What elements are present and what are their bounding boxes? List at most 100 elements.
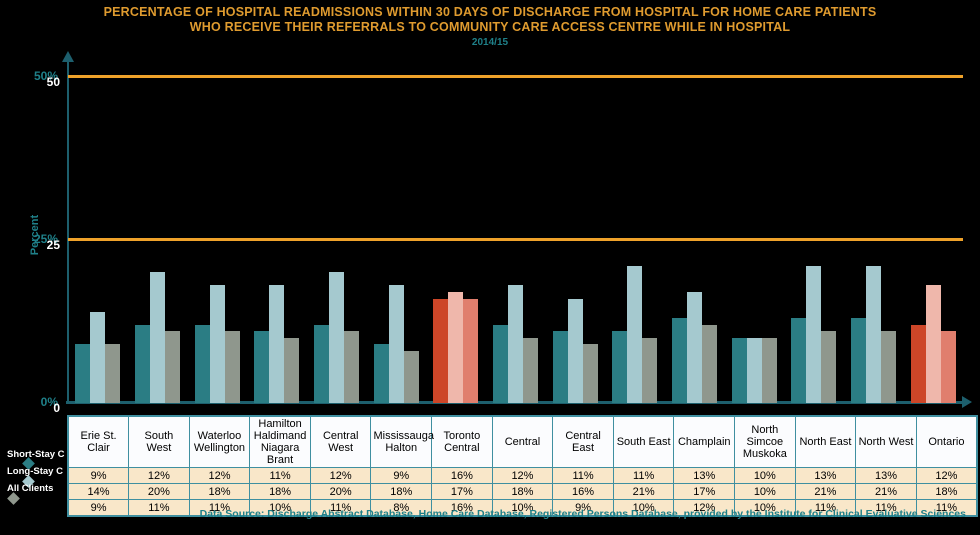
table-value-cell: 9%	[552, 499, 614, 517]
y-tick-percent-label: 25%	[33, 231, 58, 246]
bar-central-s0	[493, 324, 508, 403]
data-source-note: Data Source: Discharge Abstract Database…	[199, 508, 966, 520]
table-header-cell: Hamilton Haldimand Niagara Brant	[249, 415, 311, 468]
table-value-cell: 11%	[794, 499, 857, 517]
table-value-cell: 13%	[673, 467, 736, 484]
table-value-cell: 12%	[188, 467, 251, 484]
table-value-cell: 10%	[734, 499, 796, 517]
table-value-cell: 16%	[431, 467, 493, 484]
table-header-cell: North East	[794, 415, 857, 468]
table-header-cell: Champlain	[673, 415, 736, 468]
table-header-cell: Mississauga Halton	[370, 415, 434, 468]
bar-south-west-s1	[150, 272, 165, 403]
bar-north-east-s1	[806, 265, 822, 403]
table-row: 9% 12% 12% 11% 12% 9% 16% 12% 11% 11% 13% 10% 13% 13%…	[67, 467, 978, 484]
table-value-cell: 14%	[67, 483, 130, 500]
table-value-cell: 11%	[188, 499, 251, 517]
legend-label-2: All Clients	[7, 483, 54, 494]
x-axis-arrow-icon	[962, 396, 972, 408]
table-value-cell: 10%	[249, 499, 311, 517]
bar-mississauga-halton-s2	[403, 350, 419, 403]
bar-central-west-s1	[329, 272, 344, 403]
table-value-cell: 9%	[370, 467, 433, 484]
table-value-cell: 18%	[188, 483, 251, 500]
table-header-cell: Erie St. Clair	[67, 415, 130, 468]
table-value-cell: 10%	[612, 499, 675, 517]
table-header-cell: North Simcoe Muskoka	[734, 415, 796, 468]
table-value-cell: 17%	[673, 483, 736, 500]
table-value-cell: 12%	[915, 467, 978, 484]
bar-champlain-s1	[687, 291, 702, 403]
bar-central-east-s1	[567, 298, 583, 403]
table-value-cell: 12%	[309, 467, 372, 484]
table-value-cell: 12%	[128, 467, 190, 484]
bar-mississauga-halton-s1	[388, 285, 404, 403]
table-row: 9% 11% 11% 10% 11% 8% 16% 10% 9% 10% 12% 10% 11% 11% 1…	[67, 499, 978, 517]
table-value-cell: 21%	[794, 483, 857, 500]
table-value-cell: 20%	[128, 483, 190, 500]
table-value-cell: 16%	[431, 499, 493, 517]
table-header-cell: Central East	[552, 415, 614, 468]
bar-ontario-s1	[925, 285, 941, 403]
table-header-cell: South East	[612, 415, 675, 468]
y-tick-percent-label: 50%	[33, 68, 58, 83]
bar-north-west-s2	[881, 331, 896, 403]
bar-north-east-s2	[821, 331, 837, 403]
table-value-cell: 16%	[552, 483, 614, 500]
bar-champlain-s2	[702, 324, 717, 403]
table-header-cell: Central West	[309, 415, 372, 468]
bar-south-east-s1	[627, 265, 643, 403]
table-row: 14% 20% 18% 18% 20% 18% 17% 18% 16% 21% 17% 10% 21% 2…	[67, 483, 978, 500]
table-header-cell: Ontario	[915, 415, 978, 468]
bar-champlain-s0	[672, 318, 687, 403]
chart-title-block: PERCENTAGE OF HOSPITAL READMISSIONS WITH…	[0, 5, 980, 49]
table-value-cell: 21%	[612, 483, 675, 500]
table-header-cell: Waterloo Wellington	[188, 415, 251, 468]
table-value-cell: 18%	[370, 483, 433, 500]
bar-waterloo-wellington-s2	[224, 331, 240, 403]
table-value-cell: 11%	[855, 499, 917, 517]
table-value-cell: 11%	[249, 467, 311, 484]
bar-north-west-s1	[866, 265, 881, 403]
y-axis-line	[67, 57, 69, 403]
chart-title-line2: WHO RECEIVE THEIR REFERRALS TO COMMUNITY…	[189, 20, 791, 34]
table-header-row: Erie St. Clair South West Waterloo Welling…	[67, 415, 978, 468]
bar-waterloo-wellington-s1	[209, 285, 225, 403]
table-value-cell: 11%	[552, 467, 614, 484]
table-value-cell: 9%	[67, 499, 130, 517]
y-tick-plain-label: 50	[46, 74, 60, 89]
bar-central-s1	[508, 285, 523, 403]
table-value-cell: 11%	[128, 499, 190, 517]
legend-label-0: Short-Stay C	[7, 449, 65, 460]
table-value-cell: 12%	[491, 467, 554, 484]
bar-south-east-s2	[642, 337, 658, 403]
bar-toronto-central-s1	[448, 291, 464, 403]
chart-subtitle-year: 2014/15	[471, 37, 509, 48]
table-body: 9% 12% 12% 11% 12% 9% 16% 12% 11% 11% 13% 10% 13% 13%…	[67, 467, 978, 517]
bar-hamilton-haldimand-niagara-brant-s2	[284, 337, 300, 403]
bar-north-west-s0	[851, 318, 866, 403]
bar-ontario-s2	[940, 331, 956, 403]
bar-central-west-s2	[344, 331, 359, 403]
bar-south-west-s2	[165, 331, 180, 403]
table-value-cell: 18%	[249, 483, 311, 500]
bar-central-east-s0	[552, 331, 568, 403]
bar-waterloo-wellington-s0	[194, 324, 210, 403]
y-tick-plain-label: 0	[53, 401, 60, 415]
legend-label-1: Long-Stay C	[7, 466, 63, 477]
table-value-cell: 13%	[794, 467, 857, 484]
table-header-cell: Central	[491, 415, 554, 468]
table-value-cell: 10%	[491, 499, 554, 517]
table-value-cell: 17%	[431, 483, 493, 500]
bar-north-simcoe-muskoka-s0	[731, 337, 747, 403]
table-value-cell: 21%	[855, 483, 917, 500]
region-data-table: Erie St. Clair South West Waterloo Welling…	[67, 415, 978, 517]
table-value-cell: 11%	[915, 499, 978, 517]
table-value-cell: 10%	[734, 483, 796, 500]
reference-line-25	[68, 238, 963, 242]
legend-marker-icon-2	[7, 492, 20, 505]
table-value-cell: 11%	[309, 499, 372, 517]
bar-north-simcoe-muskoka-s2	[761, 337, 777, 403]
bar-north-simcoe-muskoka-s1	[746, 337, 762, 403]
table-header-cell: North West	[855, 415, 917, 468]
